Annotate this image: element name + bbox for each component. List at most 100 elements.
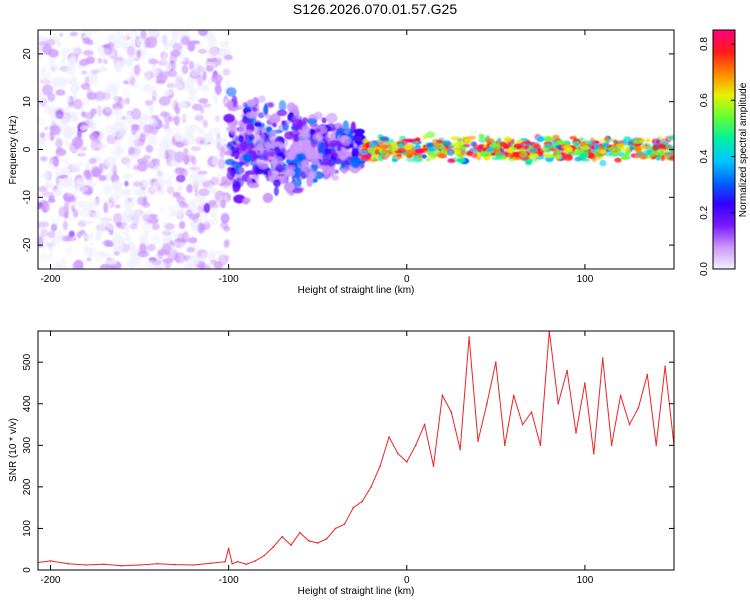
spectrogram-cell xyxy=(268,129,277,141)
spectrogram-cell xyxy=(224,54,233,61)
spectrogram-cell xyxy=(144,100,154,106)
spectrogram-cell xyxy=(442,146,448,152)
spectrogram-cell xyxy=(173,115,180,126)
spectrogram-cell xyxy=(182,80,194,92)
spectrogram-cell xyxy=(157,149,167,160)
snr-series-line xyxy=(38,331,674,567)
spectrogram-cell xyxy=(137,196,147,206)
snr-point xyxy=(156,563,159,565)
spectrogram-cell xyxy=(148,213,158,219)
spectrogram-cell xyxy=(123,87,130,98)
spectrogram-cell xyxy=(65,236,77,242)
spectrogram-cell xyxy=(108,162,118,173)
spectrogram-cell xyxy=(171,62,179,71)
spectrogram-cell xyxy=(652,144,660,151)
spectrogram-x-tick-label: 0 xyxy=(404,274,410,285)
spectrogram-cell xyxy=(197,256,208,262)
spectrogram-cell xyxy=(242,197,250,205)
spectrogram-cell xyxy=(39,117,45,127)
spectrogram-cell xyxy=(146,161,157,169)
spectrogram-cell xyxy=(246,99,256,107)
spectrogram-cell xyxy=(225,78,231,91)
spectrogram-cell xyxy=(252,107,258,112)
spectrogram-cell xyxy=(188,40,201,45)
spectrogram-cell xyxy=(89,231,94,241)
spectrogram-cell xyxy=(40,156,48,162)
spectrogram-cell xyxy=(56,230,64,242)
spectrogram-cell xyxy=(126,45,136,57)
spectrogram-cell xyxy=(197,74,204,87)
spectrogram-cell xyxy=(94,254,103,261)
spectrogram-cell xyxy=(286,150,296,161)
spectrogram-cell xyxy=(544,149,552,153)
spectrogram-cell xyxy=(353,128,365,135)
spectrogram-cell xyxy=(196,211,201,218)
spectrogram-cell xyxy=(194,165,200,170)
spectrogram-cell xyxy=(340,136,352,146)
spectrogram-cell xyxy=(273,186,279,196)
spectrogram-cell xyxy=(235,164,239,175)
spectrogram-cell xyxy=(233,194,246,204)
spectrogram-cell xyxy=(190,207,199,213)
spectrogram-cell xyxy=(137,250,149,258)
spectrogram-cell xyxy=(576,148,584,154)
colorbar-tick-label: 0.0 xyxy=(699,262,710,276)
spectrogram-cell xyxy=(300,159,310,168)
spectrogram-cell xyxy=(151,85,158,97)
spectrogram-cell xyxy=(116,146,123,152)
snr-point xyxy=(231,563,233,565)
spectrogram-cell xyxy=(89,119,94,131)
spectrogram-cell xyxy=(661,140,667,145)
spectrogram-cell xyxy=(73,209,79,218)
spectrogram-cell xyxy=(211,155,219,166)
spectrogram-cell xyxy=(77,161,84,167)
spectrogram-cell xyxy=(96,208,102,220)
spectrogram-cell xyxy=(629,146,635,151)
spectrogram-cell xyxy=(202,70,207,81)
spectrogram-cell xyxy=(226,125,236,132)
snr-point xyxy=(619,394,622,397)
spectrogram-cell xyxy=(48,246,54,259)
snr-y-ticks: 0 100 200 300 400 500 xyxy=(22,353,674,573)
spectrogram-cell xyxy=(198,188,210,197)
snr-point xyxy=(361,500,364,503)
colorbar-gradient xyxy=(712,29,736,270)
spectrogram-cell xyxy=(195,136,207,145)
spectrogram-cell xyxy=(283,169,295,178)
snr-point xyxy=(388,436,390,438)
spectrogram-cell xyxy=(138,146,143,151)
spectrogram-cell xyxy=(360,143,367,150)
spectrogram-cell xyxy=(369,142,377,147)
spectrogram-cell xyxy=(49,117,58,123)
spectrogram-cell xyxy=(316,128,321,133)
spectrogram-cell xyxy=(161,136,170,146)
spectrogram-cell xyxy=(120,100,129,107)
snr-point xyxy=(379,465,381,467)
spectrogram-cell xyxy=(110,125,118,138)
spectrogram-cell xyxy=(482,151,492,155)
spectrogram-cell xyxy=(226,169,235,181)
spectrogram-cell xyxy=(175,167,186,175)
spectrogram-cell xyxy=(336,145,342,152)
spectrogram-cell xyxy=(113,39,123,49)
spectrogram-cell xyxy=(38,186,48,193)
spectrogram-cell xyxy=(521,140,531,145)
spectrogram-cell xyxy=(82,57,91,62)
spectrogram-cell xyxy=(580,158,591,162)
spectrogram-cell xyxy=(104,104,114,113)
spectrogram-cell xyxy=(95,230,103,238)
spectrogram-cell xyxy=(44,133,51,141)
spectrogram-cell xyxy=(129,154,139,159)
spectrogram-cell xyxy=(169,54,178,63)
spectrogram-cell xyxy=(146,243,156,252)
spectrogram-cell xyxy=(190,198,196,206)
spectrogram-cell xyxy=(580,140,587,147)
spectrogram-cell xyxy=(165,62,172,72)
spectrogram-cell xyxy=(197,222,205,234)
spectrogram-cell xyxy=(376,141,384,145)
snr-point xyxy=(397,452,399,455)
spectrogram-cell xyxy=(489,143,498,149)
spectrogram-cell xyxy=(103,183,113,195)
spectrogram-cell xyxy=(162,123,170,130)
